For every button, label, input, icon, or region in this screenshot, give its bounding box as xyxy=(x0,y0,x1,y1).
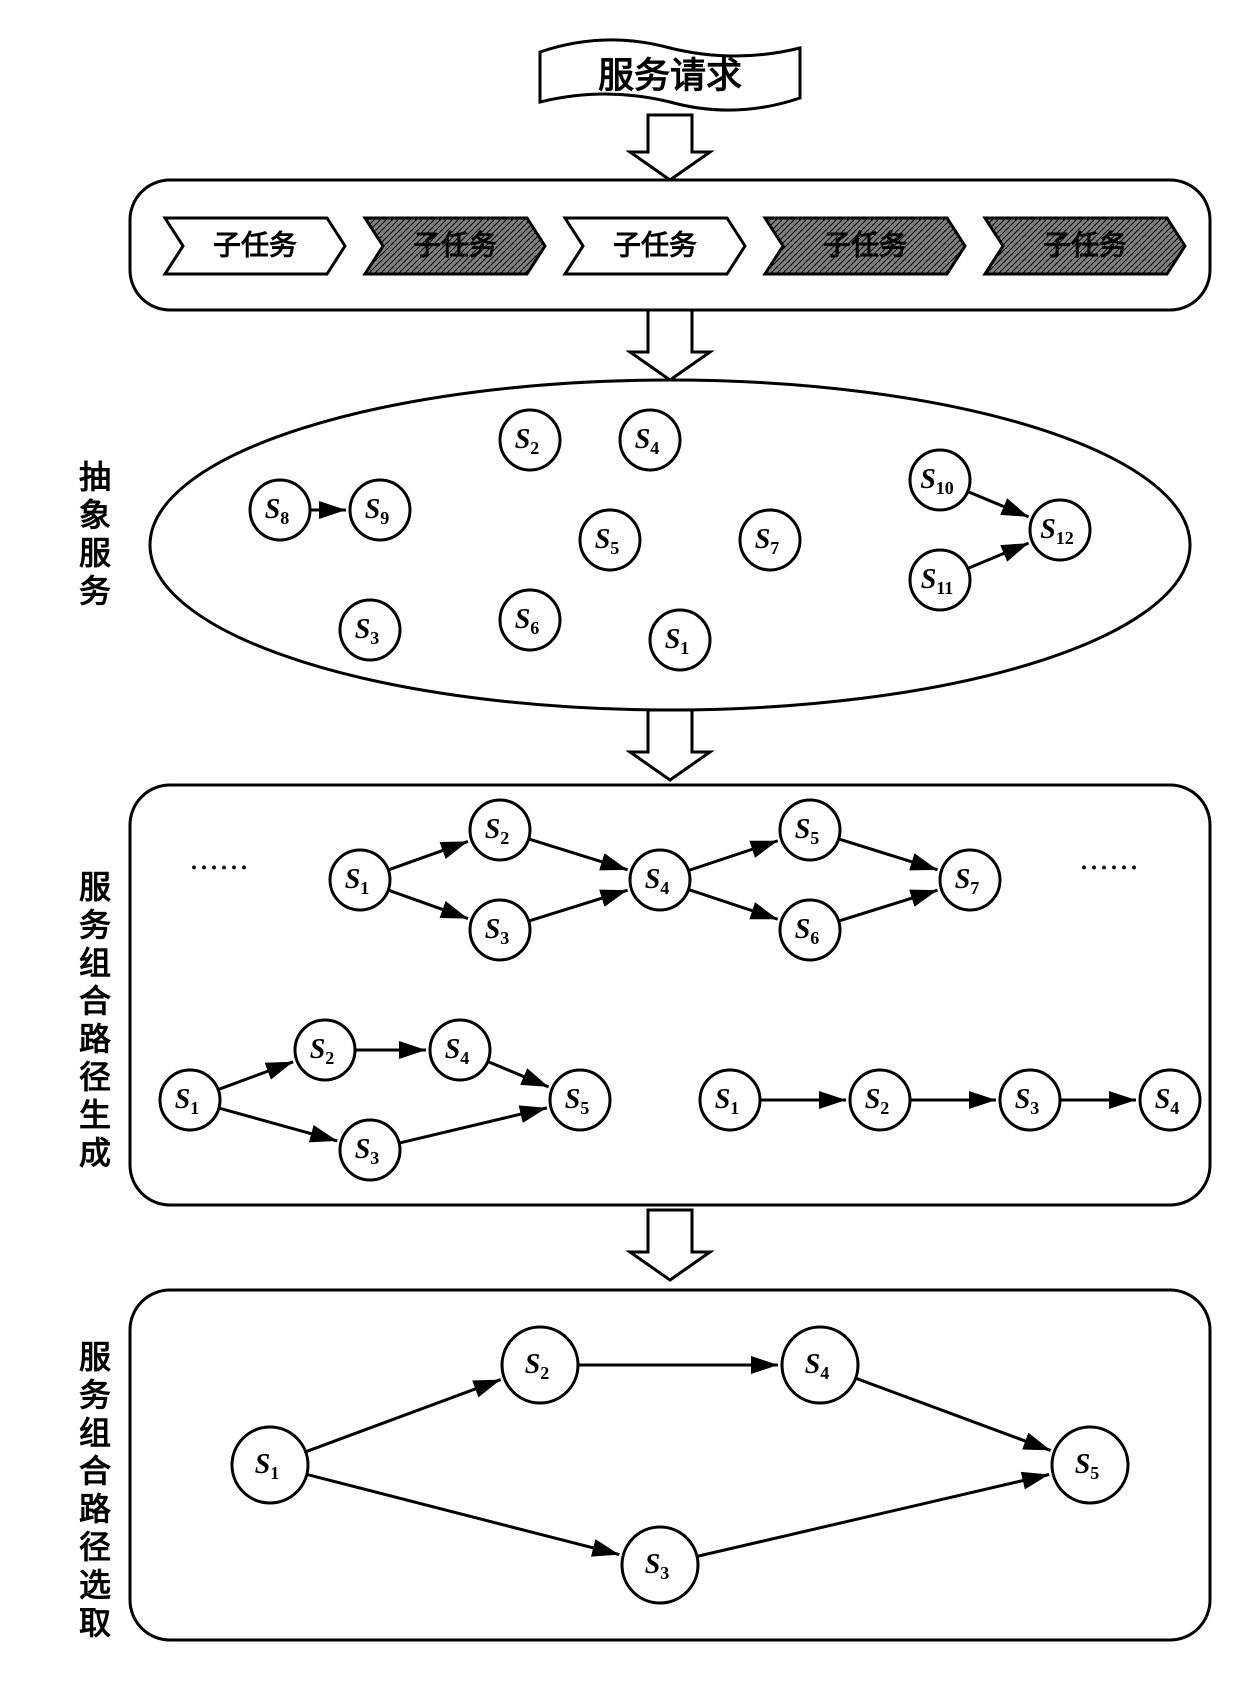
subtask-label: 子任务 xyxy=(213,229,297,261)
flow-arrow-icon xyxy=(630,1210,710,1280)
subtask-label: 子任务 xyxy=(613,229,697,261)
subtask-label: 子任务 xyxy=(413,229,497,261)
section-side-label: 服务组合路径选取 xyxy=(70,1340,116,1644)
subtask-label: 子任务 xyxy=(1043,229,1127,261)
diagram-svg: 服务请求子任务子任务子任务子任务子任务S8S9S3S2S6S5S4S1S7S10… xyxy=(0,0,1260,1683)
generation-container xyxy=(130,785,1210,1205)
ellipsis: ······ xyxy=(1080,856,1140,882)
section-side-label: 服务组合路径生成 xyxy=(70,870,116,1174)
flow-arrow-icon xyxy=(630,310,710,380)
banner-text: 服务请求 xyxy=(598,55,742,95)
subtask-label: 子任务 xyxy=(823,229,907,261)
ellipsis: ······ xyxy=(190,856,250,882)
flow-arrow-icon xyxy=(630,115,710,180)
flow-arrow-icon xyxy=(630,710,710,780)
section-side-label: 抽象服务 xyxy=(70,460,116,612)
diagram-canvas: 服务请求子任务子任务子任务子任务子任务S8S9S3S2S6S5S4S1S7S10… xyxy=(0,0,1260,1683)
